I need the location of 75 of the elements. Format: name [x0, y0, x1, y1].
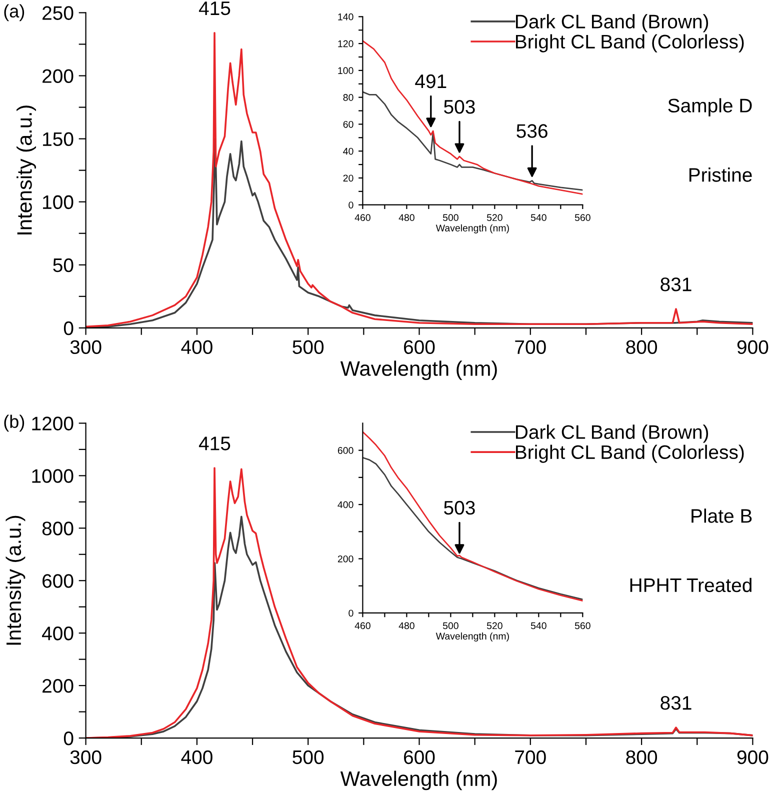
x-tick-label: 700: [515, 340, 546, 354]
y-axis-title: Intensity (a.u.): [16, 106, 36, 234]
y-tick-label: 200: [42, 679, 74, 693]
x-tick-label: 560: [574, 214, 590, 222]
y-tick-label: 150: [43, 132, 74, 146]
annotation: 415: [198, 436, 230, 450]
legend-label: Bright CL Band (Colorless): [516, 444, 744, 463]
y-tick-label: 0: [348, 610, 354, 617]
y-tick-label: 600: [42, 574, 74, 588]
y-tick-label: 0: [64, 731, 74, 746]
y-tick-label: 80: [343, 94, 354, 101]
x-tick-label: 560: [574, 622, 590, 630]
y-tick-label: 40: [343, 148, 354, 155]
x-tick-label: 500: [442, 622, 458, 630]
y-tick-label: 1000: [32, 469, 74, 483]
y-axis-title: Intensity (a.u.): [6, 516, 26, 645]
legend-label: Dark CL Band (Brown): [516, 14, 708, 32]
x-tick-label: 500: [292, 340, 324, 354]
x-tick-label: 400: [181, 340, 212, 354]
y-tick-label: 200: [42, 69, 74, 83]
x-tick-label: 520: [486, 214, 502, 222]
x-tick-label: 300: [70, 750, 102, 764]
y-tick-label: 100: [43, 195, 74, 210]
x-tick-label: 900: [737, 750, 768, 764]
y-tick-label: 120: [338, 40, 354, 48]
x-tick-label: 540: [530, 214, 546, 222]
y-tick-label: 400: [338, 501, 354, 508]
legend-label: Bright CL Band (Colorless): [516, 34, 744, 52]
x-tick-label: 480: [398, 622, 414, 630]
annotation: Plate B: [692, 508, 752, 523]
x-tick-label: 800: [626, 750, 658, 764]
x-tick-label: 480: [398, 214, 414, 222]
y-tick-label: 1200: [32, 416, 74, 430]
x-axis-title: Wavelength (nm): [436, 224, 509, 234]
legend-label: Dark CL Band (Brown): [516, 424, 708, 443]
y-tick-label: 600: [338, 447, 354, 454]
y-tick-label: 800: [42, 522, 74, 536]
line-series: [362, 91, 583, 191]
x-tick-label: 460: [354, 622, 370, 630]
y-tick-label: 60: [343, 120, 354, 128]
x-tick-label: 300: [70, 340, 102, 354]
x-tick-label: 520: [486, 622, 502, 630]
y-tick-label: 100: [338, 67, 354, 74]
x-tick-label: 500: [292, 750, 324, 764]
x-axis-title: Wavelength (nm): [436, 632, 509, 642]
y-tick-label: 0: [348, 202, 354, 208]
x-axis-title: Wavelength (nm): [340, 360, 497, 380]
text: (a): [4, 4, 24, 22]
annotation: Pristine: [689, 168, 752, 182]
annotation: 503: [444, 500, 475, 515]
annotation: 503: [444, 100, 475, 114]
x-tick-label: 900: [737, 340, 768, 354]
annotation: Sample D: [668, 98, 752, 116]
x-axis-title: Wavelength (nm): [340, 770, 497, 790]
x-tick-label: 700: [515, 750, 546, 764]
y-tick-label: 0: [64, 321, 74, 336]
x-tick-label: 600: [404, 750, 435, 764]
annotation: 831: [660, 278, 692, 292]
x-tick-label: 600: [404, 340, 435, 354]
y-tick-label: 140: [338, 13, 354, 20]
y-tick-label: 20: [343, 174, 354, 182]
x-tick-label: 800: [626, 340, 658, 354]
x-tick-label: 400: [181, 750, 212, 764]
y-tick-label: 200: [338, 555, 354, 562]
annotation: HPHT Treated: [630, 578, 752, 592]
annotation: 536: [516, 124, 548, 138]
x-tick-label: 540: [530, 622, 546, 630]
y-tick-label: 50: [53, 258, 74, 272]
annotation: 415: [198, 2, 230, 16]
annotation: 831: [660, 696, 692, 710]
x-tick-label: 460: [354, 214, 370, 222]
annotation: 491: [415, 74, 446, 88]
text: (b): [4, 414, 24, 432]
x-tick-label: 500: [442, 214, 458, 222]
y-tick-label: 250: [42, 6, 74, 20]
